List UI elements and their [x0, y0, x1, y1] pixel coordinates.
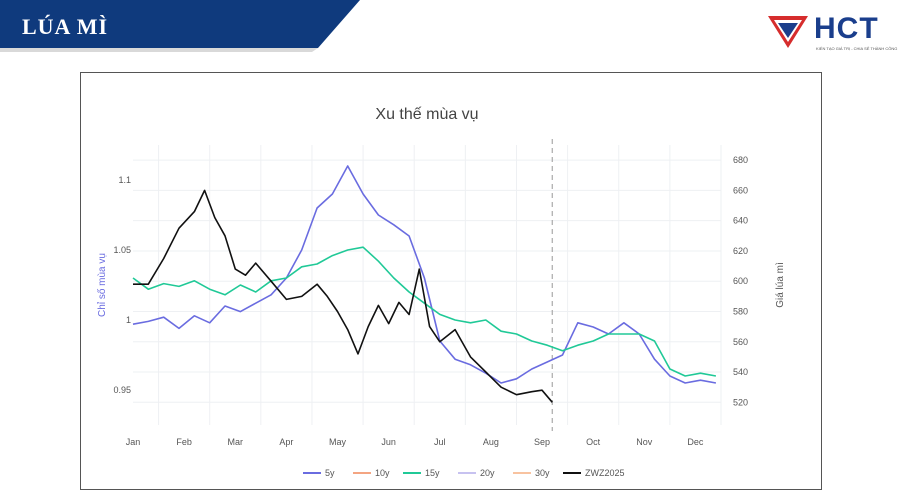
- y-left-axis-title: Chỉ số mùa vụ: [96, 253, 108, 317]
- series-line-15y: [132, 246, 717, 377]
- y-right-tick-label: 600: [733, 276, 748, 286]
- x-tick-label: Jul: [434, 437, 446, 447]
- y-right-tick-label: 620: [733, 246, 748, 256]
- y-right-tick-label: 540: [733, 367, 748, 377]
- y-left-tick-label: 1.05: [113, 245, 131, 255]
- company-logo: HCT KIẾN TẠO GIÁ TRỊ - CHIA SẺ THÀNH CÔN…: [764, 12, 898, 54]
- chart-title: Xu thế mùa vụ: [375, 106, 478, 123]
- x-tick-label: Jan: [126, 437, 141, 447]
- y-right-tick-label: 680: [733, 155, 748, 165]
- chart-container: Xu thế mùa vụ Jan Feb Mar Apr May Jun Jul Aug Sep…: [80, 72, 822, 490]
- logo-tagline: KIẾN TẠO GIÁ TRỊ - CHIA SẺ THÀNH CÔNG: [816, 46, 898, 51]
- y-left-tick-label: 1: [126, 315, 131, 325]
- x-tick-label: Jun: [381, 437, 396, 447]
- y-right-tick-label: 640: [733, 216, 748, 226]
- page-title: LÚA MÌ: [22, 14, 109, 39]
- legend-item: 5y: [325, 468, 335, 478]
- x-tick-label: Feb: [176, 437, 192, 447]
- seasonal-trend-chart: Xu thế mùa vụ Jan Feb Mar Apr May Jun Jul Aug Sep…: [96, 106, 786, 478]
- x-tick-label: Oct: [586, 437, 601, 447]
- legend-item: 10y: [375, 468, 390, 478]
- series-line-5y: [132, 165, 717, 384]
- legend-item: ZWZ2025: [585, 468, 625, 478]
- logo-text: HCT: [814, 12, 879, 45]
- y-left-tick-label: 0.95: [113, 385, 131, 395]
- x-tick-label: Mar: [228, 437, 244, 447]
- x-tick-label: Nov: [636, 437, 653, 447]
- y-right-tick-label: 560: [733, 337, 748, 347]
- y-right-tick-label: 520: [733, 397, 748, 407]
- header-banner: LÚA MÌ: [0, 0, 360, 56]
- legend-item: 20y: [480, 468, 495, 478]
- x-tick-label: May: [329, 437, 347, 447]
- y-right-tick-label: 660: [733, 185, 748, 195]
- series-line-ZWZ2025: [133, 189, 553, 403]
- legend-item: 30y: [535, 468, 550, 478]
- x-tick-label: Apr: [279, 437, 293, 447]
- banner-shape: [0, 0, 360, 52]
- logo-diamond-icon: [768, 16, 808, 48]
- y-left-tick-label: 1.1: [118, 175, 131, 185]
- y-right-axis-title: Giá lúa mì: [775, 262, 786, 308]
- x-tick-label: Dec: [687, 437, 704, 447]
- x-tick-label: Aug: [483, 437, 499, 447]
- y-right-tick-label: 580: [733, 306, 748, 316]
- x-tick-label: Sep: [534, 437, 550, 447]
- legend-item: 15y: [425, 468, 440, 478]
